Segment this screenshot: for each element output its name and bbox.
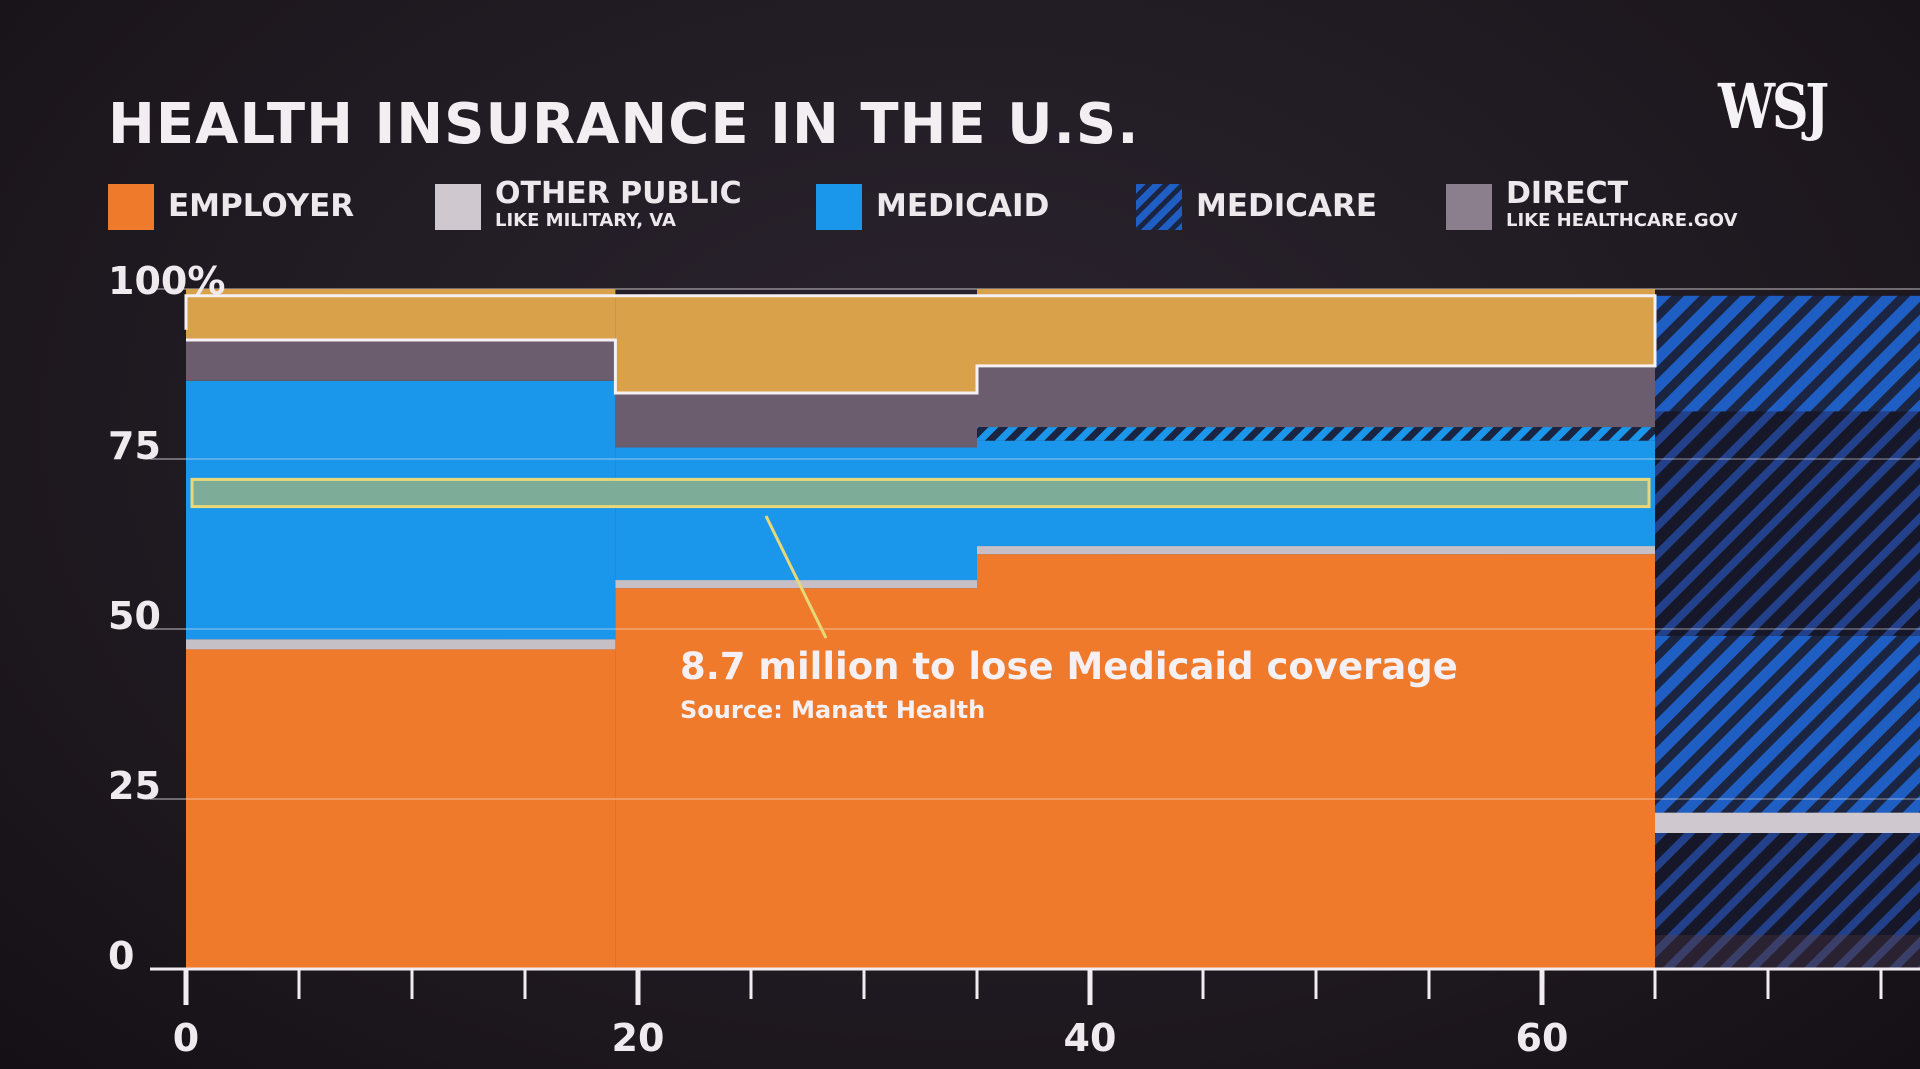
x-tick-label-60: 60 xyxy=(1516,1016,1569,1060)
y-tick-label-50: 50 xyxy=(108,594,161,638)
y-tick-label-25: 25 xyxy=(108,764,161,808)
medicare-65plus-band-2 xyxy=(1655,812,1920,833)
legend-label-medicaid: MEDICAID xyxy=(876,188,1050,224)
areas-layer xyxy=(186,289,1920,969)
overlay-layer xyxy=(184,294,1920,800)
top-outline xyxy=(184,294,1657,344)
area-segment-medicaid-group-0 xyxy=(186,380,616,640)
area-segment-employer-group-2 xyxy=(977,554,1655,969)
area-segment-uninsured-group-2 xyxy=(977,289,1655,366)
legend-label-direct: DIRECT xyxy=(1506,176,1629,211)
area-segment-uninsured-group-0 xyxy=(186,289,616,340)
direct-top-outline xyxy=(186,302,1657,395)
legend-swatch-other-public xyxy=(435,184,481,230)
area-segment-uninsured-group-1 xyxy=(615,295,977,394)
x-tick-label-20: 20 xyxy=(612,1016,665,1060)
wsj-logo: WSJ xyxy=(1718,70,1829,143)
highlight-band xyxy=(190,477,1651,509)
area-segment-medicaid-group-1 xyxy=(615,447,977,581)
chart-title: HEALTH INSURANCE IN THE U.S. xyxy=(108,92,1140,157)
axes-layer: 0 25 50 75 100% 0 20 40 60 xyxy=(108,259,1920,1060)
area-segment-medicare-group-2 xyxy=(977,427,1655,441)
medicare-65plus-band-5 xyxy=(1655,295,1920,412)
area-segment-other-public-group-0 xyxy=(186,639,616,650)
legend-sublabel-other-public: LIKE MILITARY, VA xyxy=(495,210,676,231)
area-segment-other-public-group-1 xyxy=(615,580,977,589)
legend-swatch-employer xyxy=(108,184,154,230)
legend-swatch-medicaid xyxy=(816,184,862,230)
area-segment-employer-group-0 xyxy=(186,649,616,969)
annotation-text: 8.7 million to lose Medicaid coverage xyxy=(680,645,1458,688)
legend-sublabel-direct: LIKE HEALTHCARE.GOV xyxy=(1506,210,1738,231)
x-tick-label-40: 40 xyxy=(1064,1016,1117,1060)
medicare-65plus-band-0 xyxy=(1655,935,1920,969)
y-tick-label-75: 75 xyxy=(108,424,161,468)
medicare-65plus-band-3 xyxy=(1655,635,1920,813)
medicare-65plus-band-4 xyxy=(1655,411,1920,636)
annotation: 8.7 million to lose Medicaid coverage So… xyxy=(680,645,1458,724)
area-segment-other-public-group-2 xyxy=(977,546,1655,555)
legend-label-medicare: MEDICARE xyxy=(1196,188,1378,224)
area-segment-direct-group-0 xyxy=(186,340,616,381)
legend-swatch-medicare xyxy=(1136,184,1182,230)
legend-swatch-direct xyxy=(1446,184,1492,230)
y-tick-label-0: 0 xyxy=(108,934,134,978)
area-segment-direct-group-2 xyxy=(977,365,1655,428)
annotation-leader-line xyxy=(764,515,828,639)
legend-label-other-public: OTHER PUBLIC xyxy=(495,176,742,211)
y-tick-label-100: 100% xyxy=(108,259,225,303)
area-segment-employer-group-1 xyxy=(615,588,977,969)
medicare-65plus-band-1 xyxy=(1655,833,1920,935)
area-segment-direct-group-1 xyxy=(615,393,977,448)
annotation-source: Source: Manatt Health xyxy=(680,696,986,724)
x-tick-label-0: 0 xyxy=(173,1016,199,1060)
legend-label-employer: EMPLOYER xyxy=(168,188,355,224)
